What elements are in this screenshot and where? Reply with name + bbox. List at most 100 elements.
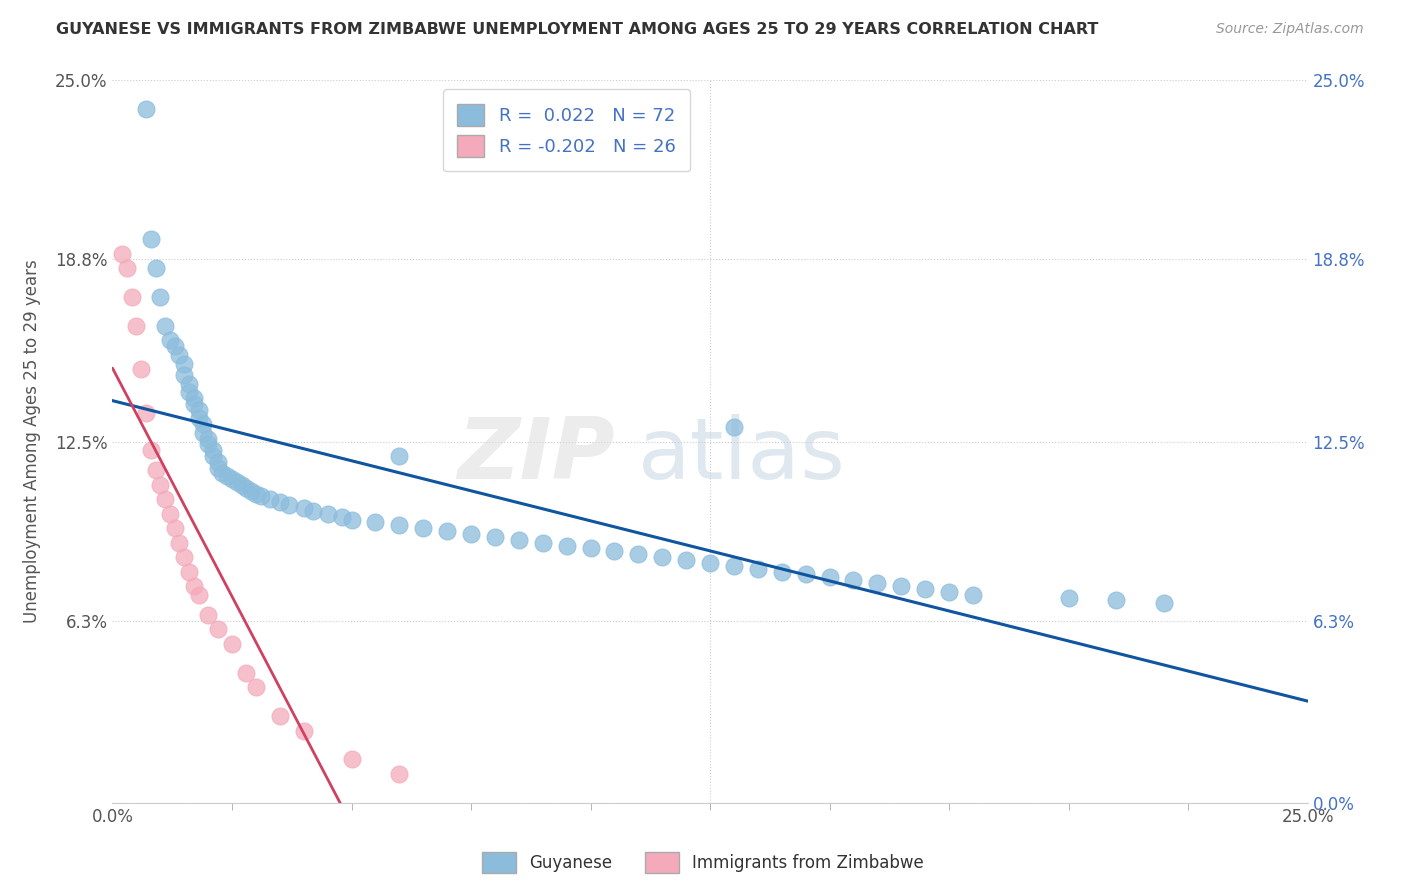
Point xyxy=(207,455,229,469)
Point xyxy=(278,498,301,512)
Point xyxy=(159,334,181,348)
Point xyxy=(207,460,229,475)
Point xyxy=(197,437,219,451)
Point xyxy=(111,246,134,260)
Point xyxy=(938,584,960,599)
Text: atlas: atlas xyxy=(638,415,846,498)
Point xyxy=(330,509,353,524)
Point xyxy=(842,574,865,588)
Point xyxy=(1153,596,1175,610)
Point xyxy=(818,570,841,584)
Point xyxy=(1057,591,1080,605)
Y-axis label: Unemployment Among Ages 25 to 29 years: Unemployment Among Ages 25 to 29 years xyxy=(22,260,41,624)
Point xyxy=(723,558,745,573)
Text: GUYANESE VS IMMIGRANTS FROM ZIMBABWE UNEMPLOYMENT AMONG AGES 25 TO 29 YEARS CORR: GUYANESE VS IMMIGRANTS FROM ZIMBABWE UNE… xyxy=(56,22,1098,37)
Point xyxy=(651,550,673,565)
Point xyxy=(173,368,195,382)
Point xyxy=(388,518,411,533)
Point xyxy=(699,556,721,570)
Point xyxy=(231,478,253,492)
Point xyxy=(115,261,138,276)
Point xyxy=(125,318,148,333)
Point xyxy=(770,565,793,579)
Point xyxy=(235,665,257,680)
Point xyxy=(163,339,186,353)
Point xyxy=(412,521,434,535)
Point xyxy=(259,492,281,507)
Point xyxy=(217,469,239,483)
Point xyxy=(436,524,458,538)
Point xyxy=(890,579,912,593)
Point xyxy=(207,623,229,637)
Point xyxy=(531,535,554,549)
Point xyxy=(145,261,167,276)
Point xyxy=(153,492,176,507)
Point xyxy=(235,481,257,495)
Point xyxy=(747,562,769,576)
Point xyxy=(153,318,176,333)
Point xyxy=(579,541,602,556)
Point xyxy=(245,486,267,500)
Point xyxy=(866,576,889,591)
Point xyxy=(221,472,243,486)
Point xyxy=(177,385,200,400)
Point xyxy=(794,567,817,582)
Point xyxy=(187,588,209,602)
Point xyxy=(201,443,224,458)
Point xyxy=(723,420,745,434)
Point xyxy=(484,530,506,544)
Point xyxy=(211,467,233,481)
Point xyxy=(177,376,200,391)
Point xyxy=(197,432,219,446)
Point xyxy=(460,527,482,541)
Point xyxy=(177,565,200,579)
Point xyxy=(388,767,411,781)
Point xyxy=(269,709,291,723)
Point xyxy=(129,362,152,376)
Point xyxy=(508,533,530,547)
Point xyxy=(292,501,315,516)
Point xyxy=(962,588,984,602)
Point xyxy=(302,504,325,518)
Point xyxy=(201,449,224,463)
Text: ZIP: ZIP xyxy=(457,415,614,498)
Point xyxy=(183,391,205,405)
Point xyxy=(149,478,172,492)
Point xyxy=(240,483,263,498)
Point xyxy=(183,397,205,411)
Text: Source: ZipAtlas.com: Source: ZipAtlas.com xyxy=(1216,22,1364,37)
Point xyxy=(914,582,936,596)
Point xyxy=(555,539,578,553)
Legend: R =  0.022   N = 72, R = -0.202   N = 26: R = 0.022 N = 72, R = -0.202 N = 26 xyxy=(443,89,690,171)
Point xyxy=(187,402,209,417)
Point xyxy=(388,449,411,463)
Point xyxy=(197,607,219,622)
Point xyxy=(1105,593,1128,607)
Point xyxy=(135,406,157,420)
Point xyxy=(169,348,191,362)
Point xyxy=(364,516,387,530)
Point xyxy=(340,512,363,526)
Point xyxy=(340,752,363,766)
Point xyxy=(169,535,191,549)
Point xyxy=(245,680,267,694)
Point xyxy=(292,723,315,738)
Point xyxy=(221,637,243,651)
Point xyxy=(193,417,215,432)
Point xyxy=(139,232,162,246)
Point xyxy=(145,463,167,477)
Point xyxy=(675,553,697,567)
Point xyxy=(121,290,143,304)
Point xyxy=(269,495,291,509)
Point xyxy=(139,443,162,458)
Point xyxy=(603,544,626,558)
Point xyxy=(627,547,650,561)
Point xyxy=(159,507,181,521)
Point xyxy=(173,357,195,371)
Point xyxy=(173,550,195,565)
Point xyxy=(193,425,215,440)
Point xyxy=(225,475,247,489)
Point xyxy=(135,102,157,116)
Point xyxy=(183,579,205,593)
Point xyxy=(249,490,271,504)
